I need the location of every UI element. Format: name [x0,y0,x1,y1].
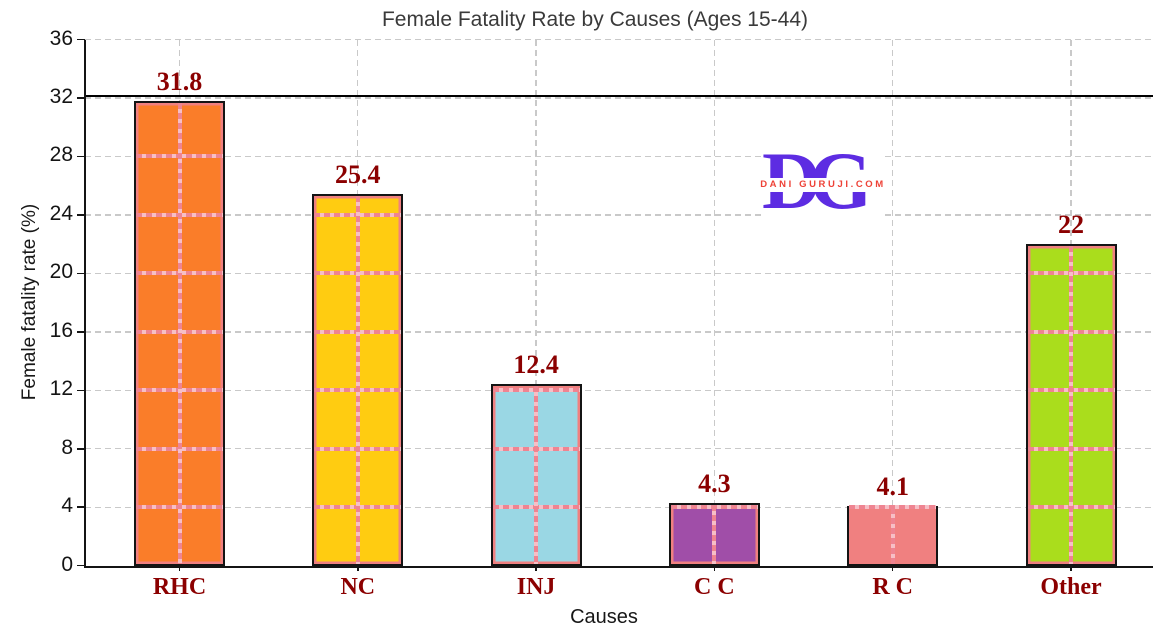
h-gridline [85,506,1153,508]
y-tick-mark [77,155,85,158]
y-tick-mark [77,97,85,99]
bar-value-label: 4.3 [698,468,731,498]
x-tick-label: C C [694,573,735,600]
y-tick-mark [77,564,85,567]
x-tick-label: Other [1040,573,1102,600]
bar-inner-vline [534,386,539,564]
bar-c-c [668,502,760,566]
x-axis-label: Causes [570,606,638,628]
h-gridline [85,38,1153,41]
v-gridline [713,39,716,566]
x-tick-label: R C [872,573,914,600]
y-tick-label: 16 [49,318,73,342]
y-tick-mark [77,214,85,216]
x-tick-mark [1070,565,1072,571]
x-tick-mark [535,565,537,571]
bar-other [1025,244,1117,566]
h-gridline [85,331,1153,333]
bar-value-label: 12.4 [513,350,559,380]
chart-title: Female Fatality Rate by Causes (Ages 15-… [381,8,809,31]
bar-value-label: 4.1 [876,471,909,501]
bar-inner-vline [712,504,717,564]
x-tick-mark [891,565,894,571]
y-tick-label: 20 [49,260,73,284]
y-axis-spine [83,39,86,566]
bar-inner-vline [355,196,360,564]
bar-r-c [847,505,939,566]
x-tick-mark [178,565,181,571]
y-tick-mark [77,272,85,275]
bar-value-label: 31.8 [156,66,203,96]
y-tick-label: 36 [49,26,73,50]
bar-inner-vline [1069,246,1073,564]
v-gridline [535,39,537,566]
x-tick-mark [713,565,716,571]
y-tick-label: 8 [61,435,73,459]
y-tick-label: 28 [49,143,73,167]
x-tick-mark [357,565,359,571]
h-gridline [85,389,1153,391]
y-tick-label: 24 [49,201,73,225]
v-gridline [892,39,894,566]
x-tick-label: INJ [516,573,556,600]
watermark: D G DANI GURUJI.COM [760,140,886,222]
x-tick-label: RHC [152,573,207,600]
bar-nc [312,194,404,566]
y-tick-mark [77,331,85,333]
h-gridline [85,214,1153,216]
y-tick-label: 12 [49,377,73,401]
x-axis-spine [83,565,1153,568]
x-tick-label: NC [340,573,376,600]
y-tick-label: 0 [61,552,73,576]
y-tick-mark [77,506,85,509]
reference-line [85,94,1153,97]
h-gridline [85,97,1153,99]
y-tick-mark [77,389,85,392]
bar-inner-vline [177,102,182,564]
bar-inner-hline [849,505,937,510]
y-tick-label: 32 [49,84,73,108]
h-gridline [85,155,1153,158]
watermark-text: DANI GURUJI.COM [760,178,886,192]
bar-inner-vline [890,507,895,564]
y-tick-mark [77,38,85,41]
y-tick-label: 4 [61,494,73,518]
y-tick-mark [77,447,85,450]
h-gridline [85,272,1153,275]
bar-inj [490,384,582,566]
h-gridline [85,448,1153,450]
bar-value-label: 22 [1058,210,1084,240]
bar-rhc [134,100,225,566]
bar-value-label: 25.4 [335,160,381,190]
